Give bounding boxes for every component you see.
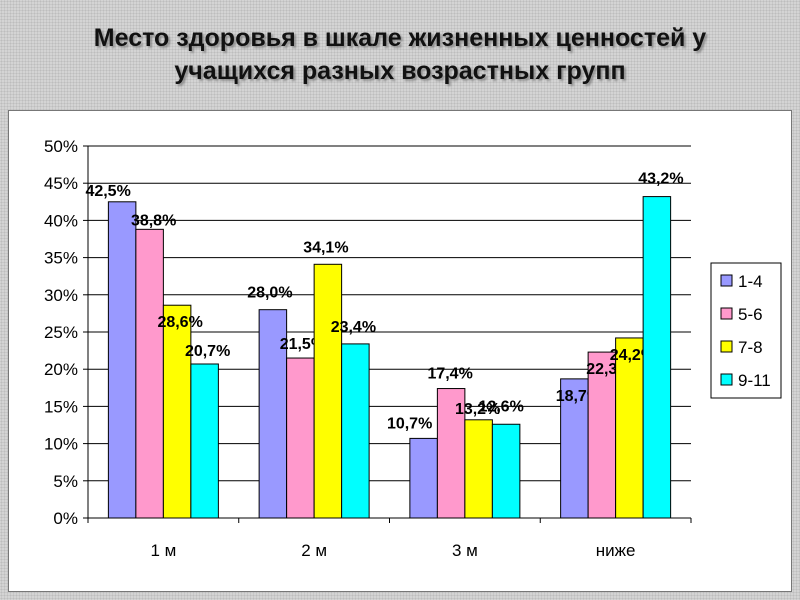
y-tick-label: 50%	[44, 137, 78, 156]
x-category-label: 2 м	[301, 541, 327, 560]
legend-label: 7-8	[738, 338, 763, 357]
legend-label: 1-4	[738, 272, 763, 291]
bar	[313, 263, 343, 519]
bar	[560, 378, 589, 519]
x-category-label: 3 м	[452, 541, 478, 560]
data-label: 43,2%	[638, 171, 683, 188]
bar	[642, 196, 672, 519]
y-tick-label: 0%	[53, 509, 78, 528]
data-label: 23,4%	[331, 319, 376, 336]
chart-title-line-2: учащихся разных возрастных групп	[174, 57, 626, 85]
y-tick-label: 20%	[44, 360, 78, 379]
legend-swatch	[720, 373, 733, 386]
chart-title-line-1: Место здоровья в шкале жизненных ценност…	[93, 24, 707, 52]
y-tick-label: 5%	[53, 472, 78, 491]
data-label: 28,0%	[247, 285, 292, 302]
y-tick-label: 25%	[44, 323, 78, 342]
legend-swatch	[720, 307, 733, 320]
x-category-label: ниже	[596, 541, 636, 560]
bar	[491, 423, 521, 519]
chart-title: Место здоровья в шкале жизненных ценност…	[0, 22, 800, 88]
data-label: 34,1%	[303, 239, 348, 256]
data-label: 17,4%	[427, 366, 472, 383]
y-tick-label: 10%	[44, 435, 78, 454]
x-category-label: 1 м	[150, 541, 176, 560]
bar	[190, 363, 219, 519]
bar	[258, 309, 288, 519]
bar	[286, 357, 315, 519]
legend-label: 5-6	[738, 305, 763, 324]
data-label: 28,6%	[157, 314, 202, 331]
y-tick-label: 40%	[44, 211, 78, 230]
y-tick-label: 45%	[44, 174, 78, 193]
data-label: 13,2%	[455, 401, 500, 418]
legend-swatch	[720, 340, 733, 353]
data-label: 10,7%	[387, 415, 432, 432]
bar	[341, 343, 370, 519]
bar	[135, 228, 164, 519]
y-tick-label: 35%	[44, 249, 78, 268]
bar	[162, 304, 192, 519]
bar-chart: 0%5%10%15%20%25%30%35%40%45%50%1 м42,5%3…	[44, 137, 782, 560]
legend-label: 9-11	[738, 371, 771, 390]
bar	[409, 437, 438, 519]
data-label: 12,6%	[478, 398, 523, 415]
chart-area: 0% 5% 10% 15% 20% 25% 30% 35% 40% 45% 50% 1 м 42,5% 3…	[8, 110, 792, 592]
y-tick-label: 15%	[44, 397, 78, 416]
data-label: 38,8%	[131, 212, 176, 229]
legend-swatch	[720, 274, 733, 287]
bar	[587, 351, 617, 519]
bar	[436, 388, 466, 519]
bar	[615, 337, 644, 519]
bar	[464, 419, 493, 519]
data-label: 20,7%	[185, 343, 230, 360]
bar	[107, 201, 137, 519]
data-label: 42,5%	[85, 183, 130, 200]
y-tick-label: 30%	[44, 286, 78, 305]
